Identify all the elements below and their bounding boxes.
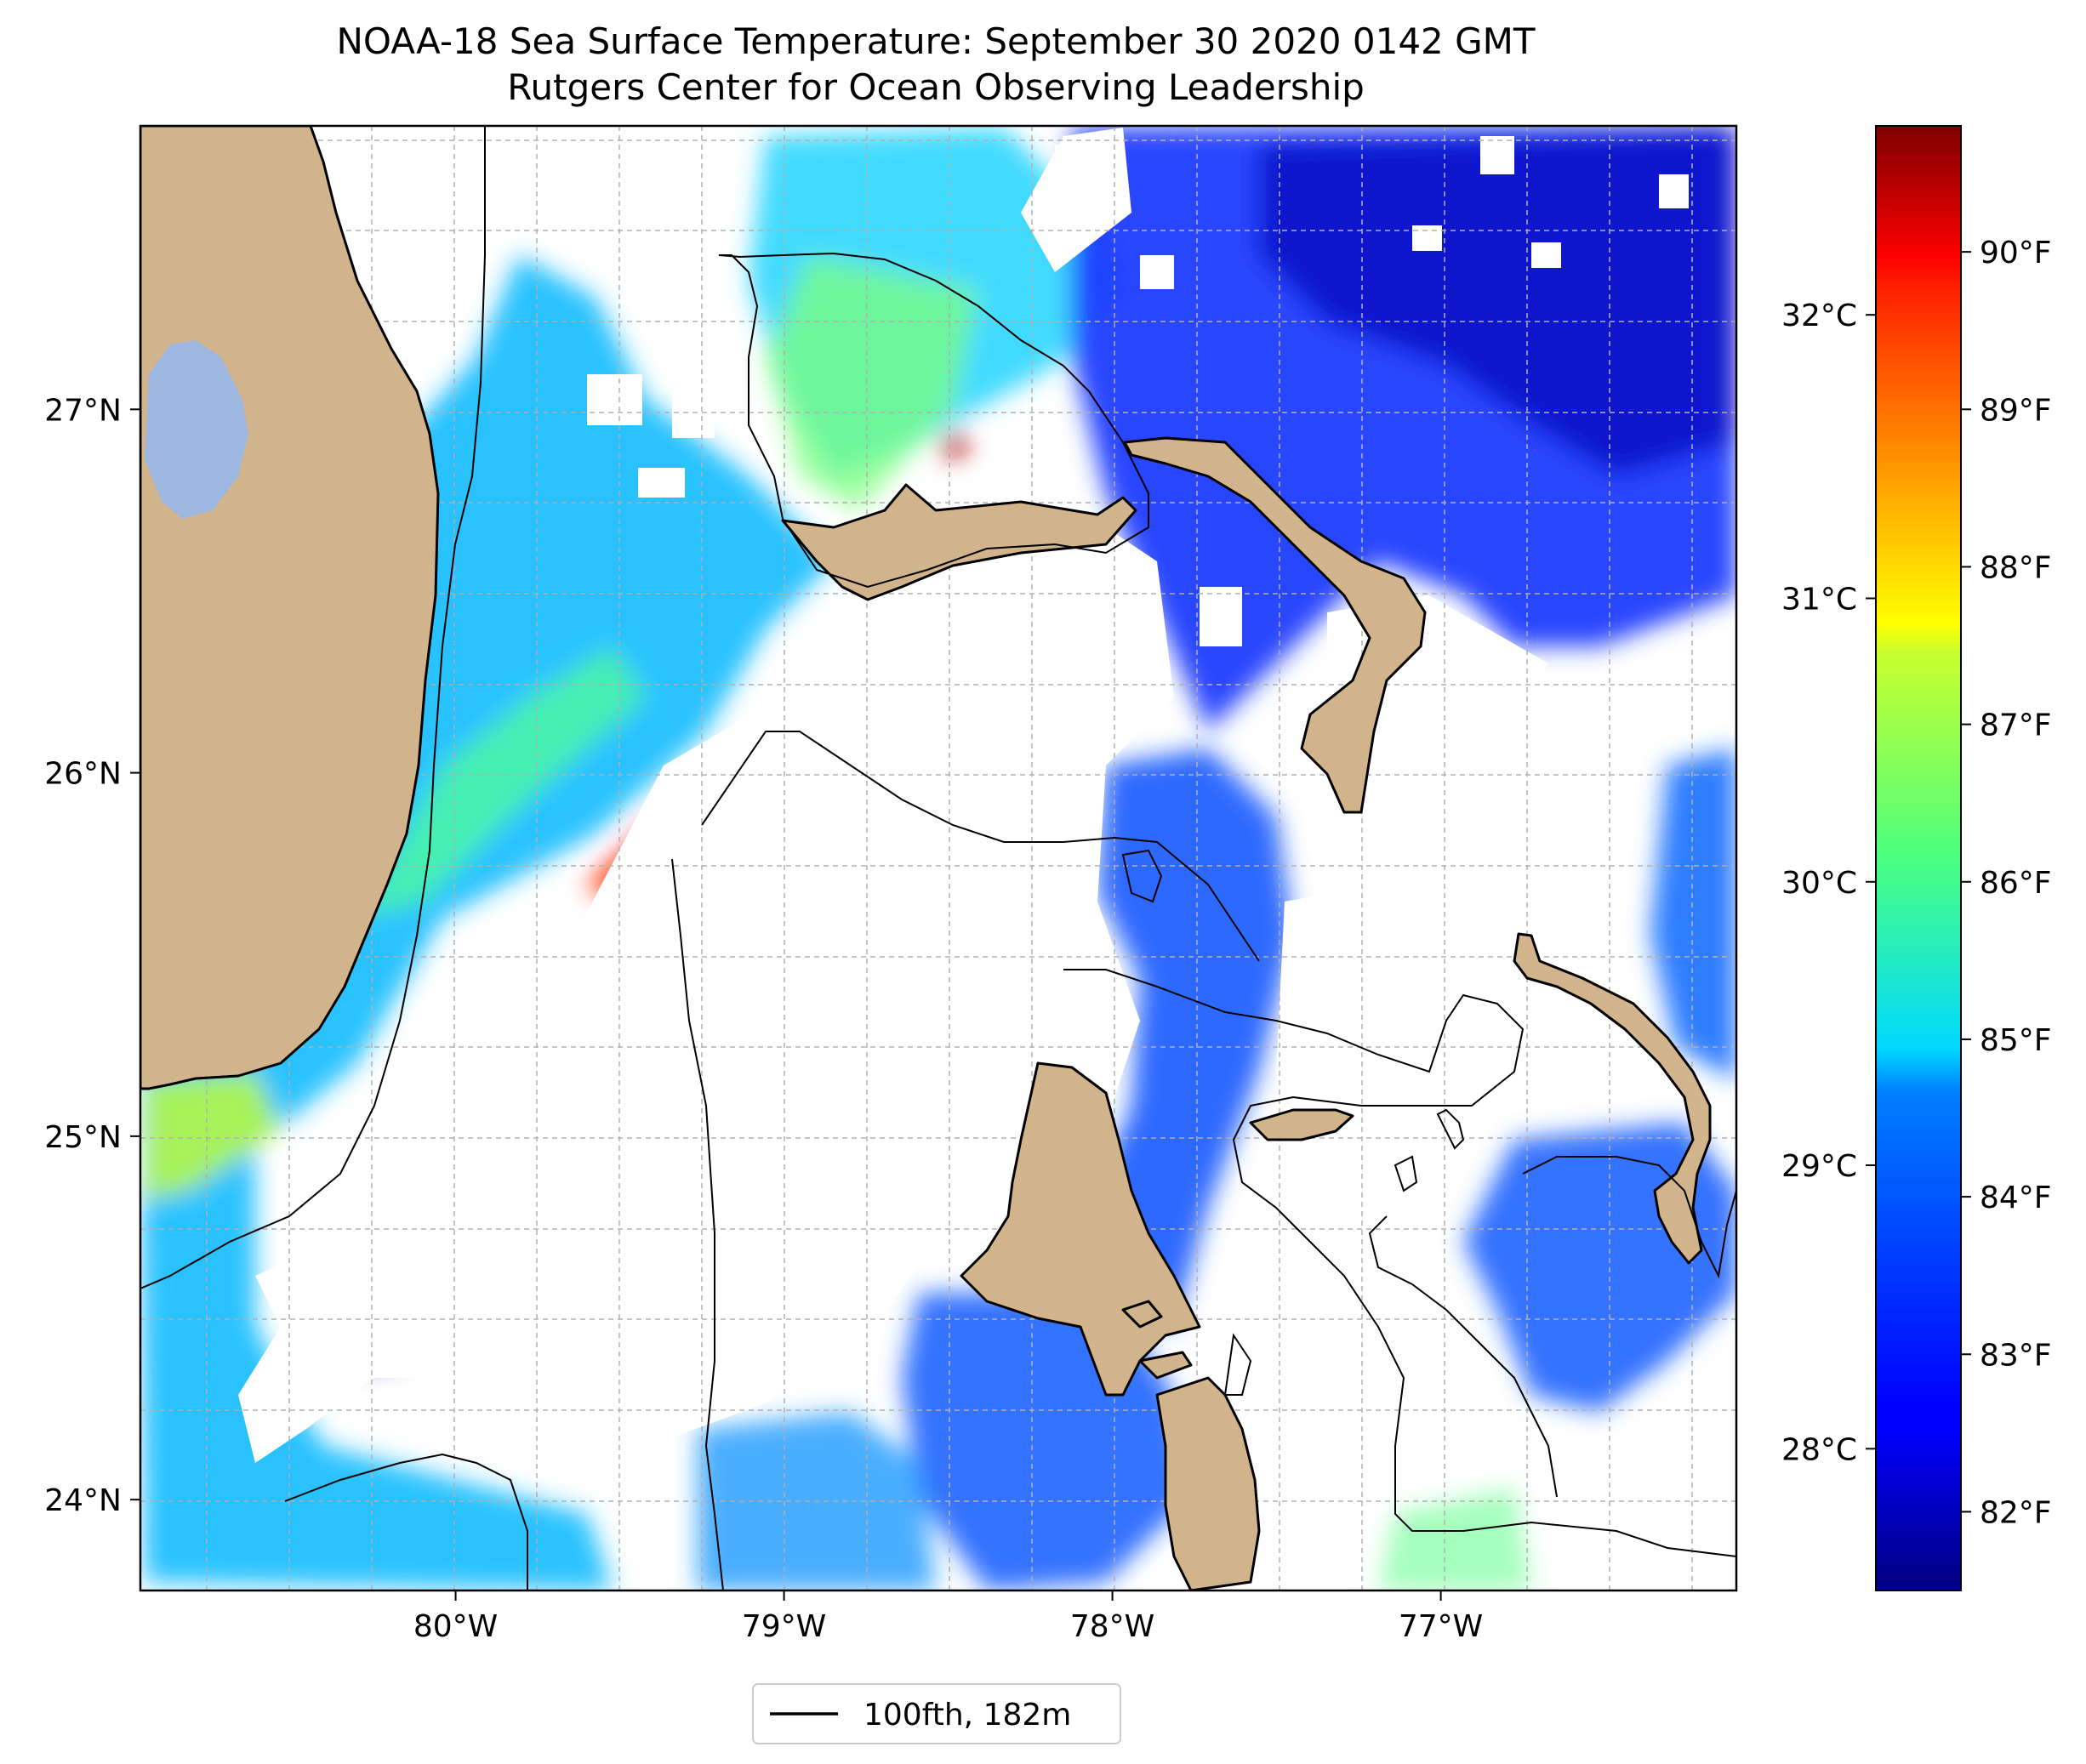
lon-tick-label: 78°W: [1070, 1609, 1154, 1644]
sst-gulf-stream-band: [140, 255, 834, 1590]
lon-tick-label: 80°W: [413, 1609, 498, 1644]
sst-keys-warm: [145, 1072, 281, 1199]
lat-tick-label: 27°N: [44, 393, 122, 428]
legend: 100fth, 182m: [752, 1683, 1121, 1744]
fahrenheit-tick-label: 90°F: [1980, 236, 2052, 270]
sst-red-spot: [940, 430, 970, 459]
land-new-providence: [1249, 1108, 1354, 1141]
fahrenheit-tick-label: 86°F: [1980, 866, 2052, 901]
fahrenheit-tick-label: 84°F: [1980, 1181, 2052, 1215]
cloud-hole-3: [1480, 136, 1514, 174]
cloud-hole-8: [587, 374, 642, 425]
cloud-hole-11: [1200, 587, 1242, 646]
map-frame: [139, 124, 1738, 1592]
sst-east-edge-blue: [1650, 748, 1736, 1080]
lat-tick-label: 24°N: [44, 1483, 122, 1518]
fahrenheit-tick-label: 88°F: [1980, 550, 2052, 585]
celsius-tick-label: 29°C: [1781, 1149, 1857, 1184]
lat-tick-label: 26°N: [44, 757, 122, 792]
colorbar-celsius-ticks: 28°C 29°C 30°C 31°C 32°C: [1781, 299, 1876, 1467]
cloud-hole-10: [638, 468, 685, 498]
celsius-tick-label: 28°C: [1781, 1432, 1857, 1467]
land-eleuthera: [1513, 932, 1712, 1265]
cloud-hole-7: [664, 289, 698, 315]
sst-central-blue: [1089, 748, 1293, 1327]
lon-tick-label: 79°W: [742, 1609, 826, 1644]
isobath-100fth: [140, 126, 1736, 1590]
land-cay-small: [1121, 1300, 1163, 1329]
lat-tick-label: 25°N: [44, 1120, 122, 1155]
legend-label: 100fth, 182m: [863, 1698, 1071, 1733]
cloud-hole-9: [672, 391, 715, 438]
fahrenheit-tick-label: 87°F: [1980, 708, 2052, 743]
cloud-hole-5: [1531, 242, 1561, 268]
land-grand-bahama: [781, 483, 1137, 601]
colorbar: 28°C 29°C 30°C 31°C 32°C 82°F 83°F 84°F 85°F 86°…: [1781, 125, 2052, 1591]
sst-north-green: [766, 255, 978, 510]
latitude-axis: 27°N 26°N 25°N 24°N: [44, 393, 140, 1518]
colorbar-fahrenheit-ticks: 82°F 83°F 84°F 85°F 86°F 87°F 88°F 89°F 90°F: [1961, 236, 2052, 1530]
lon-tick-label: 77°W: [1399, 1609, 1483, 1644]
no-data-northeast: [1021, 128, 1131, 272]
sst-east-deep: [1259, 128, 1736, 476]
fahrenheit-tick-label: 82°F: [1980, 1495, 2052, 1530]
title-line-1: NOAA-18 Sea Surface Temperature: Septemb…: [336, 20, 1535, 62]
no-data-southwest: [255, 1225, 408, 1344]
legend-box: [752, 1683, 1121, 1744]
fahrenheit-tick-label: 83°F: [1980, 1338, 2052, 1373]
cloud-hole-4: [1412, 225, 1442, 251]
fahrenheit-tick-label: 85°F: [1980, 1023, 2052, 1058]
colorbar-gradient: [1875, 125, 1962, 1591]
lake-okeechobee: [145, 340, 248, 519]
sst-south-green: [1378, 1488, 1531, 1590]
map-panel: [140, 126, 1736, 1590]
land-andros-south: [1155, 1376, 1261, 1590]
title-line-2: Rutgers Center for Ocean Observing Leade…: [507, 66, 1365, 108]
cloud-hole-2: [1140, 255, 1174, 289]
cloud-hole-1: [1055, 145, 1097, 183]
longitude-axis: 80°W 79°W 78°W 77°W: [413, 1590, 1483, 1644]
land-cay-small-2: [1138, 1351, 1193, 1380]
land-abaco: [1123, 436, 1427, 814]
cloud-hole-6: [1659, 174, 1689, 208]
celsius-tick-label: 30°C: [1781, 866, 1857, 901]
celsius-tick-label: 31°C: [1781, 582, 1857, 617]
fahrenheit-tick-label: 89°F: [1980, 393, 2052, 428]
celsius-tick-label: 32°C: [1781, 299, 1857, 333]
